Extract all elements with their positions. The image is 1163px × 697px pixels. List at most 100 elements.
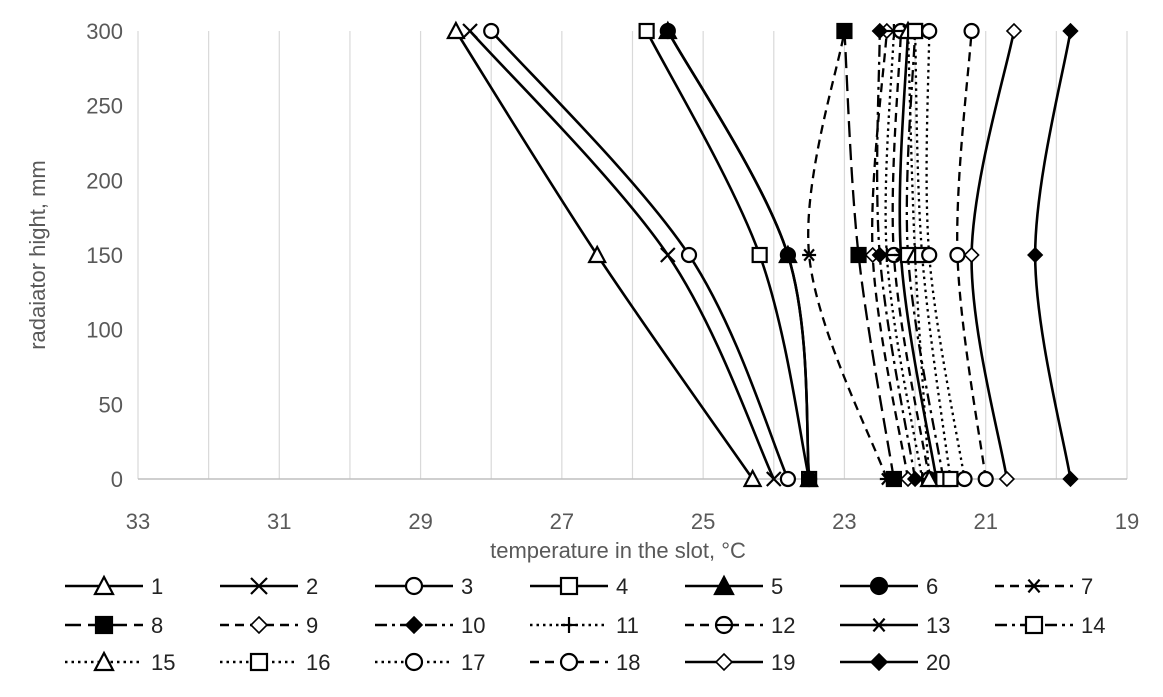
- legend-item-16: 16: [220, 650, 330, 675]
- tick-labels: 33 31 29 27 25 23 21 19 0 50 100 150 200 250 300: [86, 19, 1139, 534]
- legend-label: 9: [306, 613, 318, 638]
- series-3: [483, 22, 797, 488]
- series-line: [843, 30, 896, 480]
- point: [1027, 246, 1044, 264]
- point: [1062, 22, 1079, 40]
- point: [93, 574, 115, 596]
- legend-label: 15: [151, 650, 175, 675]
- series-line: [925, 30, 966, 480]
- point: [660, 247, 676, 263]
- legend-label: 14: [1081, 613, 1105, 638]
- point: [94, 615, 114, 635]
- point: [249, 652, 269, 672]
- point: [1062, 470, 1079, 488]
- legend-item-9: 9: [220, 613, 318, 638]
- legend-item-7: 7: [995, 574, 1093, 599]
- y-axis-title: radaiator hight, mm: [25, 160, 50, 350]
- series-6: [659, 22, 818, 488]
- legend-item-1: 1: [65, 574, 163, 599]
- point-stroke: [766, 471, 782, 487]
- point: [802, 248, 817, 262]
- point: [714, 615, 734, 635]
- legend-item-4: 4: [530, 574, 628, 599]
- point: [249, 615, 269, 635]
- legend-label: 5: [771, 574, 783, 599]
- legend-label: 7: [1081, 574, 1093, 599]
- point: [751, 246, 768, 264]
- point-stroke: [250, 577, 268, 595]
- legend-item-13: 13: [840, 613, 950, 638]
- series-8: [836, 22, 902, 488]
- point: [871, 22, 888, 40]
- point: [680, 246, 698, 264]
- legend-item-2: 2: [220, 574, 318, 599]
- point: [559, 576, 579, 596]
- legend-label: 10: [461, 613, 485, 638]
- legend-label: 19: [771, 650, 795, 675]
- point: [559, 652, 579, 672]
- legend-label: 18: [616, 650, 640, 675]
- series-19: [963, 22, 1023, 488]
- point: [836, 22, 853, 40]
- y-tick-label: 200: [86, 168, 123, 193]
- legend-label: 16: [306, 650, 330, 675]
- point: [1024, 615, 1044, 635]
- x-tick-label: 19: [1115, 509, 1139, 534]
- point: [462, 23, 478, 39]
- series-17: [921, 22, 973, 488]
- x-tick-label: 29: [408, 509, 432, 534]
- legend-label: 8: [151, 613, 163, 638]
- point: [977, 470, 994, 488]
- legend-item-20: 20: [840, 650, 950, 675]
- y-tick-label: 100: [86, 318, 123, 343]
- legend-item-18: 18: [530, 650, 640, 675]
- point: [963, 246, 980, 264]
- point: [921, 246, 938, 264]
- point: [742, 468, 763, 488]
- point: [446, 20, 466, 40]
- legend-item-15: 15: [65, 650, 175, 675]
- x-tick-label: 23: [832, 509, 856, 534]
- point: [949, 246, 966, 264]
- x-tick-label: 25: [691, 509, 715, 534]
- point: [906, 470, 924, 488]
- legend-label: 17: [461, 650, 485, 675]
- legend-label: 3: [461, 574, 473, 599]
- point-stroke: [1027, 578, 1041, 594]
- y-tick-label: 0: [111, 467, 123, 492]
- point: [906, 22, 924, 40]
- point: [956, 470, 973, 488]
- x-tick-label: 31: [267, 509, 291, 534]
- point: [942, 470, 959, 488]
- point: [871, 617, 887, 633]
- point-stroke: [462, 23, 478, 39]
- point: [404, 576, 424, 596]
- point: [404, 615, 424, 635]
- point-stroke: [803, 248, 815, 262]
- point: [587, 244, 608, 264]
- point: [801, 470, 818, 488]
- point: [659, 22, 676, 40]
- series-layer: [446, 20, 1079, 488]
- y-tick-label: 50: [99, 392, 123, 417]
- legend-item-10: 10: [375, 613, 485, 638]
- y-tick-label: 150: [86, 243, 123, 268]
- series-line: [807, 30, 888, 480]
- legend-label: 2: [306, 574, 318, 599]
- point: [483, 22, 500, 40]
- point: [1026, 578, 1042, 594]
- x-tick-label: 21: [973, 509, 997, 534]
- legend-item-8: 8: [65, 613, 163, 638]
- point: [850, 246, 867, 264]
- legend-item-12: 12: [685, 613, 795, 638]
- point: [919, 468, 940, 488]
- point: [998, 470, 1016, 488]
- y-tick-label: 250: [86, 94, 123, 119]
- series-line: [906, 30, 931, 480]
- point: [766, 471, 782, 487]
- point: [779, 246, 797, 264]
- point: [1005, 22, 1023, 40]
- point: [713, 574, 735, 596]
- point: [250, 577, 268, 595]
